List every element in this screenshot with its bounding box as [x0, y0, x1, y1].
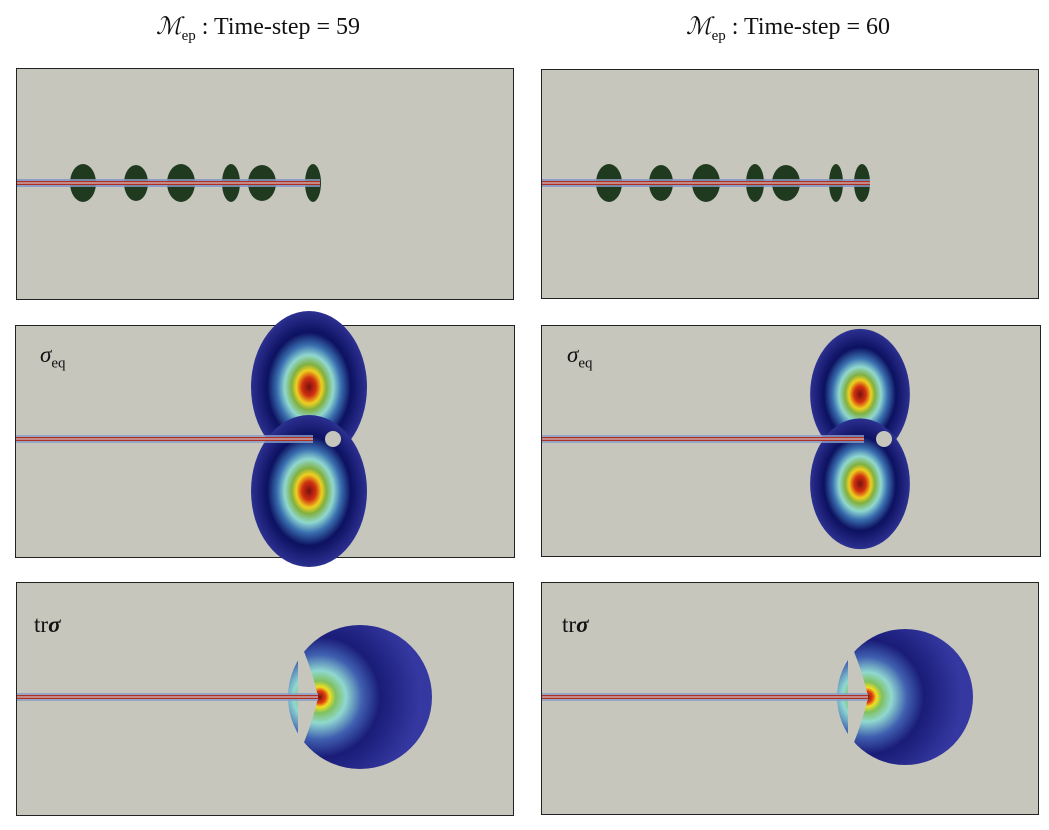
column-title-60: ℳep : Time-step = 60: [686, 12, 890, 45]
sigma-subscript: eq: [51, 355, 66, 372]
stress-lobe-upper: [810, 328, 910, 460]
sigma-symbol: σ: [567, 342, 579, 367]
stress-lobe-lower: [810, 418, 910, 550]
model-subscript: ep: [711, 27, 726, 44]
time-step-text: : Time-step = 60: [725, 14, 891, 40]
trace-sigma-label-59: trσ: [34, 612, 60, 638]
pressure-field: [288, 625, 432, 769]
model-symbol: ℳ: [155, 12, 182, 40]
time-step-text: : Time-step = 59: [195, 14, 361, 40]
sigma-eq-label-59: σeq: [40, 342, 66, 373]
pressure-field: [837, 629, 973, 765]
crack-line-core: [542, 696, 868, 698]
column-title-59: ℳep : Time-step = 59: [156, 12, 360, 45]
sigma-subscript: eq: [578, 355, 593, 372]
trace-sigma-label-60: trσ: [562, 612, 588, 638]
trace-prefix: tr: [34, 612, 49, 637]
sigma-symbol: σ: [40, 342, 52, 367]
model-symbol: ℳ: [685, 12, 712, 40]
trace-prefix: tr: [562, 612, 577, 637]
crack-line-core: [542, 438, 864, 440]
sigma-symbol: σ: [48, 612, 61, 637]
stress-lobe-upper: [251, 311, 367, 463]
stress-lobe-lower: [251, 415, 367, 567]
notch: [325, 431, 341, 447]
crack-line-core: [17, 182, 320, 184]
crack-line-core: [542, 182, 870, 184]
sigma-symbol: σ: [576, 612, 589, 637]
model-subscript: ep: [181, 27, 196, 44]
notch: [876, 431, 892, 447]
sigma-eq-label-60: σeq: [567, 342, 593, 373]
crack-line-core: [17, 696, 318, 698]
crack-line-core: [16, 438, 313, 440]
